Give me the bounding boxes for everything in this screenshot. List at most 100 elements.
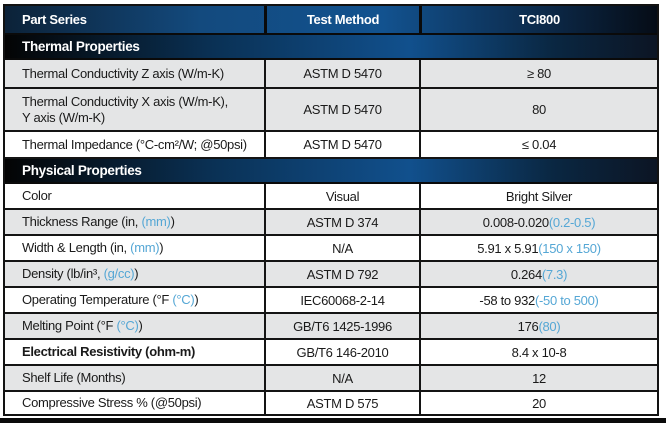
property-cell: Density (lb/in³, (g/cc)) [5,262,264,286]
column-header-part-series: Part Series [22,11,87,27]
property-cell: Width & Length (in, (mm)) [5,236,264,260]
property-cell: Thickness Range (in, (mm)) [5,210,264,234]
text-segment: Shelf Life (Months) [22,370,126,386]
table-row: Thermal Conductivity X axis (W/m-K), Y ax… [5,89,657,132]
test-method-cell: ASTM D 575 [264,392,419,414]
property-label: Thermal Conductivity Z axis (W/m-K) [22,66,224,81]
value-cell: -58 to 932 (-50 to 500) [419,288,657,312]
property-cell: Shelf Life (Months) [5,366,264,390]
metric-unit-text: (mm) [141,214,171,230]
text-segment: Bright Silver [505,188,573,204]
value-cell: Bright Silver [419,184,657,208]
text-segment: Density (lb/in³, [22,266,104,282]
value-cell: ≤ 0.04 [419,132,657,157]
property-label: Width & Length (in, (mm)) [22,240,164,256]
property-cell: Electrical Resistivity (ohm-m) [5,340,264,364]
metric-unit-text: (mm) [130,240,160,256]
table-row: Shelf Life (Months) N/A 12 [5,366,657,392]
test-method-cell: ASTM D 374 [264,210,419,234]
property-label: Melting Point (°F (°C)) [22,318,143,333]
text-segment: ) [138,318,143,334]
text-segment: Y axis (W/m-K) [22,109,105,125]
property-label: Shelf Life (Months) [22,370,126,386]
text-segment: Color [22,188,52,204]
table-row: Electrical Resistivity (ohm-m) GB/T6 146-… [5,340,657,366]
table-row: Melting Point (°F (°C)) GB/T6 1425-1996 17… [5,314,657,340]
table-row: Width & Length (in, (mm)) N/A 5.91 x 5.91 … [5,236,657,262]
value-cell: 20 [419,392,657,414]
property-label: Thickness Range (in, (mm)) [22,214,175,229]
test-method-cell: GB/T6 146-2010 [264,340,419,364]
test-method-cell: IEC60068-2-14 [264,288,419,312]
text-segment: 20 [532,395,546,411]
test-method-cell: ASTM D 5470 [264,89,419,130]
section-header-thermal-properties: Thermal Properties [5,35,657,60]
text-segment: 12 [532,370,546,386]
text-segment: Compressive Stress % (@50psi) [22,395,202,411]
table-header-row: Part Series Test Method TCI800 [5,6,657,35]
column-header-tci800: TCI800 [419,6,657,33]
value-cell: ≥ 80 [419,60,657,87]
value-cell: 5.91 x 5.91 (150 x 150) [419,236,657,260]
metric-unit-text: (°C) [116,318,139,334]
text-segment: Thickness Range (in, [22,214,142,230]
metric-unit-text: (g/cc) [103,266,135,282]
property-cell: Thermal Conductivity Z axis (W/m-K) [5,60,264,87]
spec-table: Part Series Test Method TCI800 Thermal P… [3,4,659,416]
property-cell: Thermal Impedance (°C-cm²/W; @50psi) [5,132,264,157]
property-cell: Color [5,184,264,208]
property-label: Thermal Impedance (°C-cm²/W; @50psi) [22,137,247,152]
value-cell: 8.4 x 10-8 [419,340,657,364]
text-segment: Width & Length (in, [22,240,131,256]
value-cell: 176 (80) [419,314,657,338]
property-label: Density (lb/in³, (g/cc)) [22,266,139,282]
table-row: Compressive Stress % (@50psi) ASTM D 575 2… [5,392,657,414]
property-cell: Compressive Stress % (@50psi) [5,392,264,414]
metric-unit-text: (7.3) [541,266,568,282]
text-segment: ) [134,266,139,282]
test-method-cell: N/A [264,366,419,390]
value-cell: 80 [419,89,657,130]
table-row: Thermal Conductivity Z axis (W/m-K) ASTM … [5,60,657,89]
text-segment: -58 to 932 [479,292,535,308]
metric-unit-text: (0.2-0.5) [548,214,596,230]
text-segment: ) [159,240,164,256]
text-segment: 8.4 x 10-8 [511,344,567,360]
bottom-rule [0,418,666,423]
metric-unit-text: (150 x 150) [538,240,601,256]
text-segment: 0.264 [510,266,542,282]
text-segment: ) [170,214,175,230]
test-method-cell: N/A [264,236,419,260]
property-label: Color [22,188,52,203]
text-segment: Thermal Impedance (°C-cm²/W; @50psi) [22,136,247,152]
test-method-cell: Visual [264,184,419,208]
table-row: Thickness Range (in, (mm)) ASTM D 374 0.00… [5,210,657,236]
property-label: Compressive Stress % (@50psi) [22,395,202,411]
property-cell: Melting Point (°F (°C)) [5,314,264,338]
column-header-test-method: Test Method [264,6,419,33]
text-segment: 80 [532,102,546,117]
property-label: Thermal Conductivity X axis (W/m-K), Y ax… [22,94,228,125]
text-segment: 0.008-0.020 [482,214,549,230]
text-segment: Thermal Conductivity Z axis (W/m-K) [22,65,224,81]
value-cell: 0.008-0.020 (0.2-0.5) [419,210,657,234]
test-method-cell: ASTM D 5470 [264,132,419,157]
text-segment: ) [194,292,199,308]
property-label: Electrical Resistivity (ohm-m) [22,344,195,359]
test-method-cell: ASTM D 792 [264,262,419,286]
text-segment: Electrical Resistivity (ohm-m) [22,344,196,360]
table-row: Color Visual Bright Silver [5,184,657,210]
table-body: Thermal Properties Thermal Conductivity Z… [5,35,657,414]
metric-unit-text: (80) [538,318,561,334]
property-label: Operating Temperature (°F (°C)) [22,292,199,308]
text-segment: 176 [517,318,539,334]
metric-unit-text: (°C) [172,292,195,308]
table-row: Thermal Impedance (°C-cm²/W; @50psi) ASTM… [5,132,657,159]
property-cell: Thermal Conductivity X axis (W/m-K), Y ax… [5,89,264,130]
test-method-cell: GB/T6 1425-1996 [264,314,419,338]
test-method-cell: ASTM D 5470 [264,60,419,87]
section-header-physical-properties: Physical Properties [5,159,657,184]
text-segment: Melting Point (°F [22,318,117,334]
value-cell: 0.264 (7.3) [419,262,657,286]
